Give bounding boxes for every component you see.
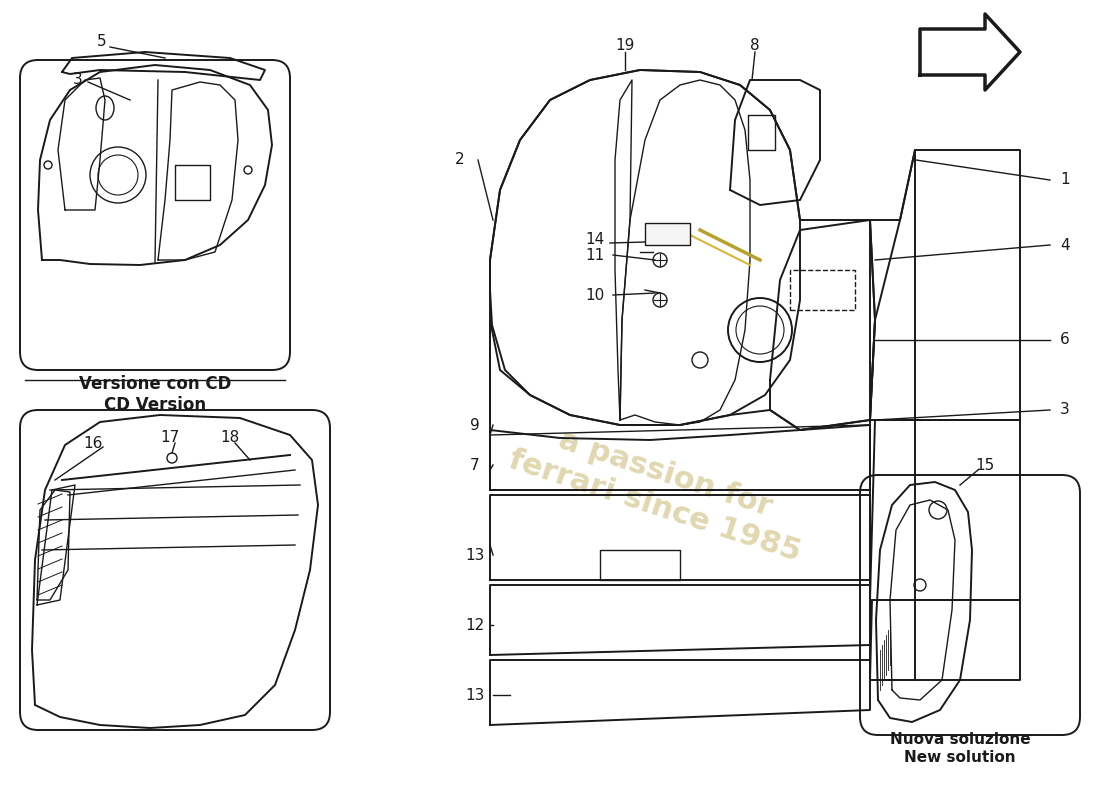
Text: 3: 3 bbox=[1060, 402, 1070, 418]
Text: Versione con CD
CD Version: Versione con CD CD Version bbox=[79, 375, 231, 414]
Text: 3: 3 bbox=[73, 73, 82, 87]
Text: New solution: New solution bbox=[904, 750, 1015, 765]
FancyBboxPatch shape bbox=[860, 475, 1080, 735]
Text: 7: 7 bbox=[470, 458, 480, 473]
Text: 15: 15 bbox=[976, 458, 994, 473]
Text: 6: 6 bbox=[1060, 333, 1070, 347]
Polygon shape bbox=[920, 14, 1020, 90]
Text: 1: 1 bbox=[1060, 173, 1070, 187]
Bar bbox=[645, 223, 690, 245]
Text: 18: 18 bbox=[220, 430, 240, 446]
Text: 12: 12 bbox=[465, 618, 485, 633]
Text: 9: 9 bbox=[470, 418, 480, 433]
Text: 16: 16 bbox=[84, 435, 102, 450]
Text: 17: 17 bbox=[161, 430, 179, 446]
Text: 2: 2 bbox=[455, 153, 465, 167]
Text: 5: 5 bbox=[97, 34, 107, 50]
Text: a passion for
ferrari since 1985: a passion for ferrari since 1985 bbox=[505, 413, 815, 567]
Text: 10: 10 bbox=[585, 287, 605, 302]
Bar bbox=[790, 270, 855, 310]
Text: Nuova soluzione: Nuova soluzione bbox=[890, 732, 1031, 747]
Text: 19: 19 bbox=[615, 38, 635, 53]
FancyBboxPatch shape bbox=[20, 60, 290, 370]
Text: 13: 13 bbox=[465, 687, 485, 702]
Text: 8: 8 bbox=[750, 38, 760, 53]
FancyBboxPatch shape bbox=[20, 410, 330, 730]
Text: 4: 4 bbox=[1060, 238, 1070, 253]
Text: 14: 14 bbox=[585, 233, 605, 247]
Text: 11: 11 bbox=[585, 247, 605, 262]
Text: 13: 13 bbox=[465, 547, 485, 562]
